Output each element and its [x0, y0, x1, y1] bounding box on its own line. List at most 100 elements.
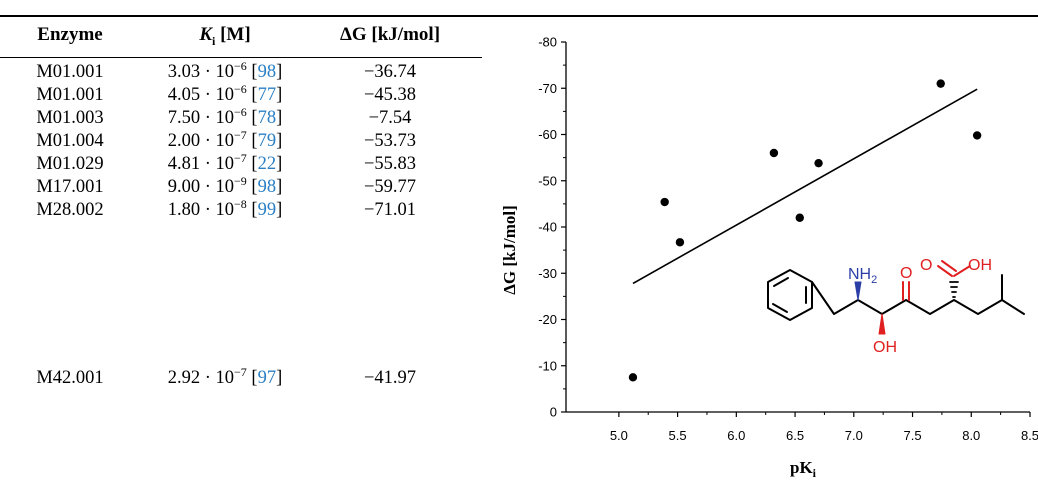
- cell-ki: 7.50 · 10−6 [78]: [167, 105, 283, 128]
- alcohol-oh-label: OH: [873, 339, 897, 356]
- citation-link[interactable]: [22]: [246, 154, 283, 174]
- cell-ki-exponent: −7: [234, 128, 247, 142]
- cell-dg: −71.01: [363, 200, 417, 220]
- header-rule: [0, 57, 482, 58]
- x-tick-label: 6.0: [727, 428, 745, 443]
- y-tick-label: 0: [550, 405, 557, 420]
- cell-ki: 2.92 · 10−7 [97]: [167, 365, 283, 388]
- cell-ki: 2.00 · 10−7 [79]: [167, 128, 283, 151]
- cell-ki: 1.80 · 10−8 [99]: [167, 197, 283, 220]
- cell-enzyme: M01.004: [36, 131, 104, 151]
- x-tick-label: 8.5: [1021, 428, 1038, 443]
- citation-link[interactable]: [98]: [246, 62, 283, 82]
- header-ki-unit: [M]: [220, 24, 251, 45]
- data-point: [628, 373, 638, 382]
- x-tick-label: 7.0: [845, 428, 863, 443]
- acid-oh-bond: [953, 265, 971, 277]
- table-row: M01.003 7.50 · 10−6 [78] −7.54: [0, 105, 482, 132]
- data-point: [814, 158, 823, 168]
- x-axis-label: pKi: [790, 458, 817, 480]
- hydroxyl-wedge: [878, 313, 886, 335]
- backbone-bonds: [811, 281, 1025, 315]
- citation-link[interactable]: [99]: [246, 200, 283, 220]
- cell-dg: −36.74: [363, 62, 417, 82]
- cell-enzyme: M01.001: [36, 85, 104, 105]
- cell-ki: 4.05 · 10−6 [77]: [167, 82, 283, 105]
- aromatic-bond-1: [773, 277, 789, 287]
- chart-marks: [628, 79, 982, 382]
- table-row: M01.001 4.05 · 10−6 [77] −45.38: [0, 82, 482, 109]
- x-tick-label: 8.0: [962, 428, 980, 443]
- header-enzyme: Enzyme: [37, 24, 103, 45]
- citation-link[interactable]: [98]: [246, 177, 283, 197]
- x-axis-label-main: pK: [790, 458, 813, 477]
- cell-dg: −59.77: [363, 177, 417, 197]
- chart-axes: 0 -10 -20 -30 -40 -50 -60 -70 -80 5.0 5.5 6.0 6.5 7.0…: [538, 35, 1038, 444]
- cell-dg: −41.97: [363, 368, 417, 388]
- citation-link[interactable]: [97]: [246, 368, 283, 388]
- x-tick-label: 7.5: [903, 428, 921, 443]
- x-tick-label: 5.0: [610, 428, 628, 443]
- cell-ki-exponent: −9: [234, 174, 247, 188]
- cell-enzyme: M42.001: [36, 368, 104, 388]
- header-ki: Ki [M]: [150, 24, 300, 48]
- cell-dg: −45.38: [363, 85, 417, 105]
- header-ki-letter: K: [199, 24, 212, 45]
- cell-ki: 9.00 · 10−9 [98]: [167, 174, 283, 197]
- amine-label-nh: NH: [848, 266, 871, 283]
- data-point: [660, 197, 669, 207]
- acid-oh-label: OH: [968, 257, 992, 274]
- amine-label: NH2: [848, 266, 877, 286]
- y-tick-label: -10: [538, 358, 557, 373]
- citation-link[interactable]: [78]: [246, 108, 283, 128]
- citation-link[interactable]: [79]: [246, 131, 283, 151]
- data-point: [972, 131, 982, 140]
- y-tick-label: -70: [538, 81, 557, 96]
- header-dg: ΔG [kJ/mol]: [339, 24, 441, 45]
- cell-ki-exponent: −7: [234, 151, 247, 165]
- amine-wedge: [854, 281, 862, 301]
- table-row: M28.002 1.80 · 10−8 [99] −71.01: [0, 197, 482, 224]
- y-tick-label: -60: [538, 127, 557, 142]
- y-tick-label: -20: [538, 312, 557, 327]
- cell-enzyme: M17.001: [36, 177, 104, 197]
- cell-dg: −53.73: [363, 131, 417, 151]
- cell-enzyme: M01.001: [36, 62, 104, 82]
- acid-o-label: O: [920, 257, 932, 274]
- cell-ki-exponent: −6: [234, 82, 247, 96]
- table-top-rule: [0, 15, 1038, 17]
- data-point: [675, 238, 685, 247]
- data-point: [769, 148, 779, 158]
- x-tick-label: 5.5: [669, 428, 687, 443]
- table-row: M01.001 3.03 · 10−6 [98] −36.74: [0, 59, 482, 86]
- molecule-structure: [767, 260, 1025, 335]
- acid-double-bond-b: [941, 260, 957, 272]
- regression-line: [632, 88, 978, 285]
- data-point: [795, 213, 804, 222]
- cell-ki: 3.03 · 10−6 [98]: [167, 59, 283, 82]
- table-row: M01.004 2.00 · 10−7 [79] −53.73: [0, 128, 482, 155]
- x-tick-label: 6.5: [786, 428, 804, 443]
- y-tick-label: -40: [538, 220, 557, 235]
- cell-ki-exponent: −8: [234, 197, 247, 211]
- molecule-labels: NH2 O O OH OH: [848, 257, 992, 356]
- y-tick-label: -50: [538, 173, 557, 188]
- acid-double-bond-a: [937, 265, 953, 277]
- table-row: M01.029 4.81 · 10−7 [22] −55.83: [0, 151, 482, 178]
- cell-ki-exponent: −6: [234, 105, 247, 119]
- ketone-o-label: O: [900, 265, 912, 282]
- citation-link[interactable]: [77]: [246, 85, 283, 105]
- cell-ki-exponent: −7: [234, 365, 247, 379]
- cell-ki: 4.81 · 10−7 [22]: [167, 151, 283, 174]
- cell-ki-exponent: −6: [234, 59, 247, 73]
- y-tick-label: -80: [538, 35, 557, 50]
- table-row: M42.001 2.92 · 10−7 [97] −41.97: [0, 365, 482, 392]
- header-ki-sub: i: [212, 33, 216, 48]
- y-axis-label: ΔG [kJ/mol]: [500, 205, 519, 295]
- cell-dg: −7.54: [368, 108, 412, 128]
- y-tick-label: -30: [538, 266, 557, 281]
- cell-enzyme: M01.029: [36, 154, 104, 174]
- x-axis-label-sub: i: [813, 466, 817, 480]
- hashed-bond: [949, 281, 959, 298]
